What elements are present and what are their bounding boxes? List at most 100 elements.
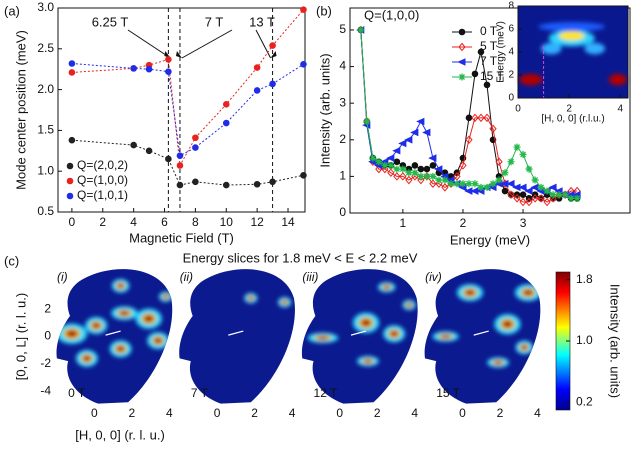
annotation-arrow	[255, 29, 272, 59]
marker	[555, 191, 563, 199]
marker	[398, 139, 407, 148]
panel-sublabel: (i)	[57, 270, 68, 284]
x-axis-label: Energy (meV)	[450, 232, 530, 247]
marker	[428, 154, 437, 162]
marker	[165, 155, 172, 163]
x-tick-label: 4	[411, 406, 418, 420]
marker	[483, 81, 491, 89]
marker	[495, 157, 503, 167]
x-tick-label: 1	[400, 216, 407, 230]
intensity-blob	[541, 42, 562, 55]
marker	[525, 165, 533, 173]
marker	[471, 113, 479, 123]
legend-label: 7 T	[480, 54, 498, 68]
x-tick-label: 10	[220, 215, 234, 229]
marker	[513, 143, 521, 151]
intensity-peak	[465, 289, 475, 296]
marker	[458, 42, 466, 52]
marker	[222, 181, 230, 189]
marker	[417, 172, 425, 180]
marker	[423, 165, 431, 173]
marker	[68, 136, 76, 144]
annotation: 13 T	[249, 14, 275, 29]
beam-stop	[473, 330, 489, 336]
x-tick-label: 2	[566, 104, 572, 115]
plot-frame	[349, 7, 631, 214]
colorbar-tick-label: 1.8	[576, 272, 593, 286]
blurred	[307, 282, 416, 367]
x-tick-label: 2	[374, 406, 381, 420]
marker	[411, 169, 419, 177]
marker	[404, 136, 413, 144]
marker	[507, 158, 515, 166]
marker	[387, 161, 395, 169]
annotation-arrow	[127, 29, 171, 59]
intensity-peak	[143, 315, 154, 323]
intensity-blob	[538, 22, 605, 32]
marker	[405, 169, 413, 177]
marker	[477, 183, 485, 191]
marker	[531, 194, 539, 203]
heatmap-features	[56, 279, 173, 367]
marker	[465, 135, 473, 145]
marker	[573, 194, 581, 202]
marker	[393, 172, 401, 181]
panel-sublabel: (ii)	[180, 270, 193, 284]
y-tick-label: 3.0	[37, 0, 54, 14]
marker	[399, 172, 407, 181]
marker	[471, 180, 479, 188]
marker	[222, 100, 230, 108]
marker	[253, 64, 261, 71]
marker	[399, 165, 407, 173]
marker	[392, 146, 401, 155]
x-tick-label: 2	[251, 406, 258, 420]
y-axis-label: Energy (meV)	[496, 21, 507, 83]
marker	[483, 183, 491, 191]
x-tick-label: 0	[69, 215, 76, 229]
y-tick-label: 0.5	[37, 204, 54, 218]
x-tick-label: 4	[130, 215, 137, 229]
marker	[405, 175, 413, 185]
x-tick-label: 0	[459, 406, 466, 420]
heatmap-features	[519, 22, 627, 86]
x-axis-label: Magnetic Field (T)	[129, 230, 234, 245]
marker	[176, 152, 184, 159]
y-tick-label: 6	[508, 24, 514, 35]
marker	[393, 158, 401, 166]
marker	[519, 150, 527, 158]
marker	[300, 61, 307, 68]
legend-label: Q=(1,0,0)	[77, 173, 128, 187]
marker	[66, 162, 74, 170]
marker	[423, 172, 431, 180]
marker	[453, 172, 461, 181]
marker	[66, 192, 74, 200]
intensity-peak	[361, 319, 371, 327]
x-tick-label: 4	[289, 406, 296, 420]
intensity-blob	[519, 73, 543, 86]
x-tick-label: 8	[192, 215, 199, 229]
intensity-peak	[282, 300, 287, 305]
marker	[130, 141, 137, 149]
intensity-peak	[523, 289, 533, 296]
x-tick-label: 3	[520, 216, 527, 230]
marker	[459, 180, 467, 188]
heatmap-image	[56, 269, 173, 404]
marker	[429, 162, 437, 169]
marker	[465, 114, 473, 122]
marker	[176, 181, 184, 189]
marker	[165, 56, 172, 63]
marker	[165, 68, 172, 75]
marker	[519, 191, 527, 198]
marker	[357, 26, 365, 34]
y-tick-label: 2	[339, 132, 346, 146]
intensity-peak	[494, 360, 503, 365]
intensity-blob	[558, 31, 585, 41]
colorbar-tick-label: 1.0	[576, 333, 593, 347]
marker	[543, 197, 551, 207]
heatmap-image	[179, 269, 295, 404]
marker	[130, 65, 137, 72]
marker	[253, 87, 261, 94]
marker	[465, 180, 473, 188]
beam-stop	[228, 330, 244, 336]
panel-label: (b)	[316, 3, 332, 18]
